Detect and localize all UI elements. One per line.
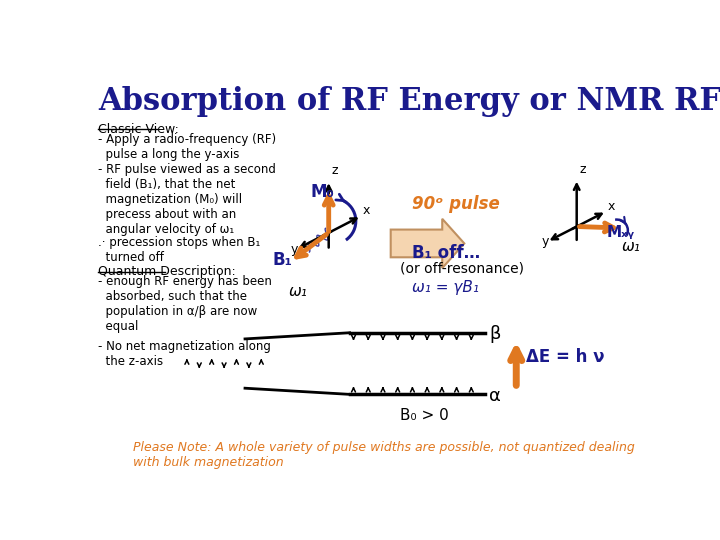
Text: Classic View:: Classic View:	[98, 123, 179, 136]
Text: ω₁: ω₁	[621, 239, 641, 254]
Text: B₁: B₁	[273, 251, 293, 269]
Text: B₀ > 0: B₀ > 0	[400, 408, 449, 423]
Text: x: x	[363, 204, 370, 217]
Text: B₁ off…: B₁ off…	[412, 244, 480, 262]
Text: - enough RF energy has been
  absorbed, such that the
  population in α/β are no: - enough RF energy has been absorbed, su…	[98, 275, 271, 333]
Text: .· precession stops when B₁
  turned off: .· precession stops when B₁ turned off	[98, 236, 260, 264]
Text: - RF pulse viewed as a second
  field (B₁), that the net
  magnetization (M₀) wi: - RF pulse viewed as a second field (B₁)…	[98, 164, 276, 237]
Text: z: z	[579, 163, 585, 176]
Polygon shape	[391, 219, 464, 268]
Text: - No net magnetization along
  the z-axis: - No net magnetization along the z-axis	[98, 340, 271, 368]
Text: y: y	[291, 242, 298, 255]
Text: Please Note: A whole variety of pulse widths are possible, not quantized dealing: Please Note: A whole variety of pulse wi…	[132, 441, 634, 469]
Text: β: β	[489, 325, 500, 343]
Text: Quantum Description:: Quantum Description:	[98, 265, 235, 278]
Text: - Apply a radio-frequency (RF)
  pulse a long the y-axis: - Apply a radio-frequency (RF) pulse a l…	[98, 132, 276, 160]
Text: y: y	[542, 235, 549, 248]
Text: Absorption of RF Energy or NMR RF Pulse: Absorption of RF Energy or NMR RF Pulse	[98, 86, 720, 117]
Text: M₀: M₀	[310, 183, 334, 201]
Text: z: z	[331, 164, 338, 177]
Text: ω₁: ω₁	[289, 284, 307, 299]
Text: Mₓᵧ: Mₓᵧ	[606, 225, 634, 240]
Text: 90ᵒ pulse: 90ᵒ pulse	[412, 194, 500, 213]
Text: x: x	[608, 200, 616, 213]
Text: ω₁ = γB₁: ω₁ = γB₁	[412, 280, 479, 295]
Text: ΔE = h ν: ΔE = h ν	[526, 348, 604, 367]
Text: (or off-resonance): (or off-resonance)	[400, 262, 524, 276]
Text: α: α	[489, 387, 501, 405]
